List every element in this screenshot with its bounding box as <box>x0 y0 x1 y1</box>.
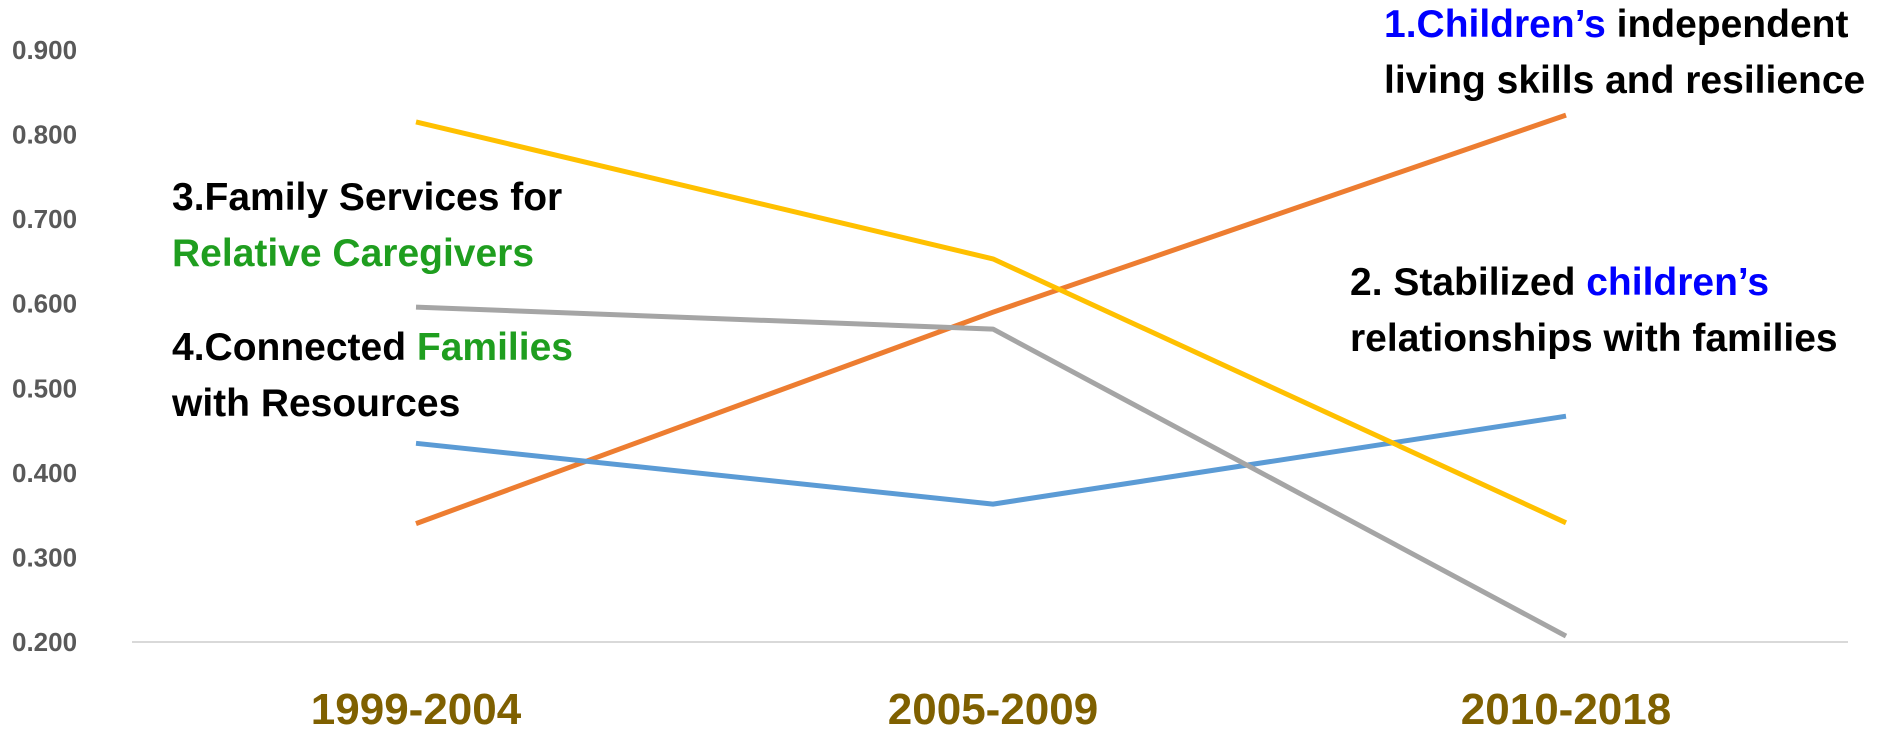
annotation-children-skills-text: independent <box>1605 3 1849 46</box>
series-lines <box>415 112 1568 639</box>
y-tick-label: 0.800 <box>12 120 77 150</box>
x-tick-label: 2010-2018 <box>1461 685 1671 730</box>
y-tick-label: 0.900 <box>12 35 77 65</box>
series-line-2 <box>415 413 1567 507</box>
x-tick-label: 1999-2004 <box>311 685 522 730</box>
annotation-children-skills-highlight: 1.Children’s <box>1384 3 1606 46</box>
annotation-family-services-line1: 3.Family Services for <box>172 176 563 219</box>
annotation-stabilized-line2: relationships with families <box>1350 317 1838 360</box>
x-tick-label: 2005-2009 <box>888 685 1098 730</box>
y-tick-label: 0.700 <box>12 204 77 234</box>
y-tick-label: 0.600 <box>12 289 77 319</box>
y-axis-ticks: 0.900 0.800 0.700 0.600 0.500 0.400 0.300 0.200 <box>12 35 77 657</box>
y-tick-label: 0.500 <box>12 373 77 403</box>
y-tick-label: 0.400 <box>12 458 77 488</box>
annotation-stabilized-text: 2. Stabilized <box>1350 261 1587 304</box>
annotation-stabilized-relationships: 2. Stabilized children’s relationships w… <box>1350 255 1838 367</box>
annotation-connected-families: 4.Connected Families with Resources <box>172 320 573 432</box>
x-axis-ticks: 1999-2004 2005-2009 2010-2018 <box>311 685 1671 730</box>
y-tick-label: 0.200 <box>12 627 77 657</box>
series-line-1 <box>415 112 1567 526</box>
annotation-stabilized-highlight: children’s <box>1586 261 1770 304</box>
annotation-connected-line2: with Resources <box>172 382 461 425</box>
annotation-family-services-highlight: Relative Caregivers <box>172 232 535 275</box>
annotation-children-skills-line2: living skills and resilience <box>1384 59 1866 102</box>
series-line-3 <box>415 119 1568 526</box>
annotation-children-skills: 1.Children’s independent living skills a… <box>1384 0 1865 109</box>
y-tick-label: 0.300 <box>12 542 77 572</box>
annotation-connected-text: 4.Connected <box>172 326 417 369</box>
annotation-family-services: 3.Family Services for Relative Caregiver… <box>172 170 562 282</box>
annotation-connected-highlight: Families <box>416 326 573 369</box>
series-line-4 <box>415 304 1568 639</box>
